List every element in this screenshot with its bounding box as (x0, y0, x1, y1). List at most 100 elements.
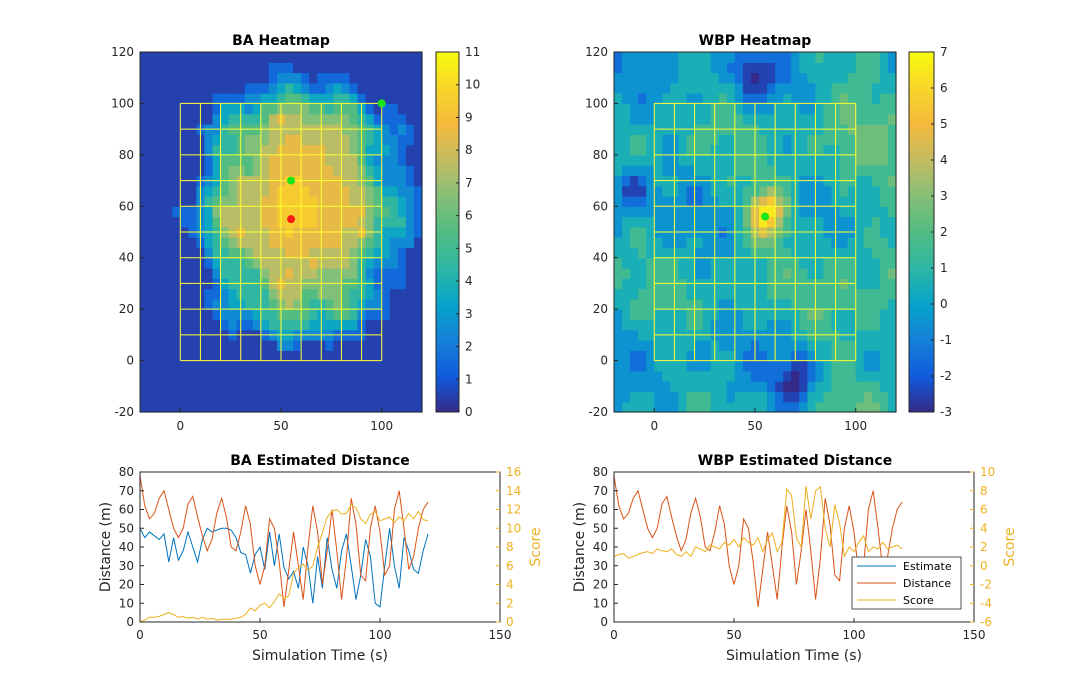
heatmap-cell (333, 62, 343, 74)
heatmap-cell (228, 93, 238, 105)
heatmap-cell (614, 216, 623, 228)
heatmap-cell (742, 113, 752, 125)
heatmap-cell (252, 216, 262, 228)
y2-tick-label: 14 (506, 484, 521, 498)
heatmap-cell (349, 93, 359, 105)
heatmap-cell (759, 391, 768, 403)
heatmap-cell (815, 298, 825, 310)
heatmap-cell (156, 226, 165, 238)
heatmap-cell (333, 288, 343, 300)
heatmap-cell (702, 370, 712, 382)
heatmap-cell (742, 52, 752, 63)
heatmap-cell (212, 206, 222, 218)
heatmap-cell (164, 340, 173, 351)
heatmap-cell (220, 288, 230, 300)
heatmap-cell (726, 82, 736, 94)
heatmap-cell (887, 175, 897, 187)
heatmap-cell (630, 401, 639, 413)
y2-tick-label: 8 (980, 484, 988, 498)
heatmap-cell (397, 278, 407, 290)
heatmap-cell (389, 82, 399, 94)
colorbar-tick-label: 1 (940, 261, 948, 275)
heatmap-cell (630, 278, 639, 290)
heatmap-cell (783, 288, 792, 300)
heatmap-cell (654, 52, 663, 63)
heatmap-cell (726, 93, 736, 105)
heatmap-cell (871, 226, 881, 238)
heatmap-cell (855, 154, 865, 166)
heatmap-cell (638, 360, 647, 372)
heatmap-cell (678, 144, 688, 156)
heatmap-cell (140, 247, 149, 259)
heatmap-cell (397, 154, 407, 166)
heatmap-cell (228, 206, 238, 218)
heatmap-cell (887, 196, 897, 207)
heatmap-cell (686, 113, 696, 125)
legend-label-distance: Distance (903, 577, 951, 590)
heatmap-cell (750, 360, 760, 372)
heatmap-cell (815, 288, 825, 300)
heatmap-cell (325, 268, 334, 279)
heatmap-cell (686, 62, 696, 74)
heatmap-cell (260, 381, 270, 393)
heatmap-cell (349, 309, 359, 321)
heatmap-cell (879, 278, 889, 290)
heatmap-cell (252, 237, 262, 249)
heatmap-cell (140, 93, 149, 105)
heatmap-cell (381, 144, 391, 156)
heatmap-cell (333, 360, 343, 372)
heatmap-cell (654, 381, 663, 393)
heatmap-cell (301, 401, 310, 413)
heatmap-cell (670, 82, 680, 94)
heatmap-cell (775, 144, 784, 156)
heatmap-cell (839, 144, 849, 156)
heatmap-cell (726, 370, 736, 382)
heatmap-cell (614, 401, 623, 413)
heatmap-cell (228, 391, 238, 403)
heatmap-cell (341, 309, 351, 321)
colorbar-tick-label: -1 (940, 333, 952, 347)
heatmap-cell (309, 288, 318, 300)
heatmap-cell (871, 52, 881, 63)
heatmap-cell (622, 401, 631, 413)
heatmap-cell (172, 401, 181, 413)
heatmap-cell (228, 309, 238, 321)
y-tick-label: 20 (119, 578, 134, 592)
heatmap-cell (871, 113, 881, 125)
heatmap-cell (847, 309, 857, 321)
heatmap-cell (783, 62, 792, 74)
heatmap-cell (662, 185, 671, 197)
heatmap-cell (678, 309, 688, 321)
heatmap-cell (325, 165, 334, 177)
heatmap-cell (815, 154, 825, 166)
y-tick-label: 80 (119, 148, 134, 162)
heatmap-cell (293, 298, 302, 310)
heatmap-cell (180, 103, 189, 115)
heatmap-cell (726, 381, 736, 393)
heatmap-cell (767, 154, 776, 166)
heatmap-cell (325, 401, 334, 413)
heatmap-cell (791, 401, 800, 413)
heatmap-cell (172, 93, 181, 105)
heatmap-cell (172, 329, 181, 341)
heatmap-cell (220, 391, 230, 403)
heatmap-cell (140, 196, 149, 207)
heatmap-cell (228, 216, 238, 228)
heatmap-cell (333, 381, 343, 393)
heatmap-cell (775, 370, 784, 382)
heatmap-cell (622, 82, 631, 94)
heatmap-cell (734, 82, 744, 94)
heatmap-cell (381, 113, 391, 125)
heatmap-cell (726, 113, 736, 125)
heatmap-cell (317, 360, 326, 372)
heatmap-cell (686, 154, 696, 166)
heatmap-cell (244, 216, 254, 228)
heatmap-cell (140, 237, 149, 249)
heatmap-cell (871, 340, 881, 351)
heatmap-cell (855, 381, 865, 393)
heatmap-cell (148, 288, 157, 300)
heatmap-cell (389, 278, 399, 290)
heatmap-cell (381, 268, 391, 279)
heatmap-cell (204, 370, 214, 382)
heatmap-cell (365, 298, 375, 310)
